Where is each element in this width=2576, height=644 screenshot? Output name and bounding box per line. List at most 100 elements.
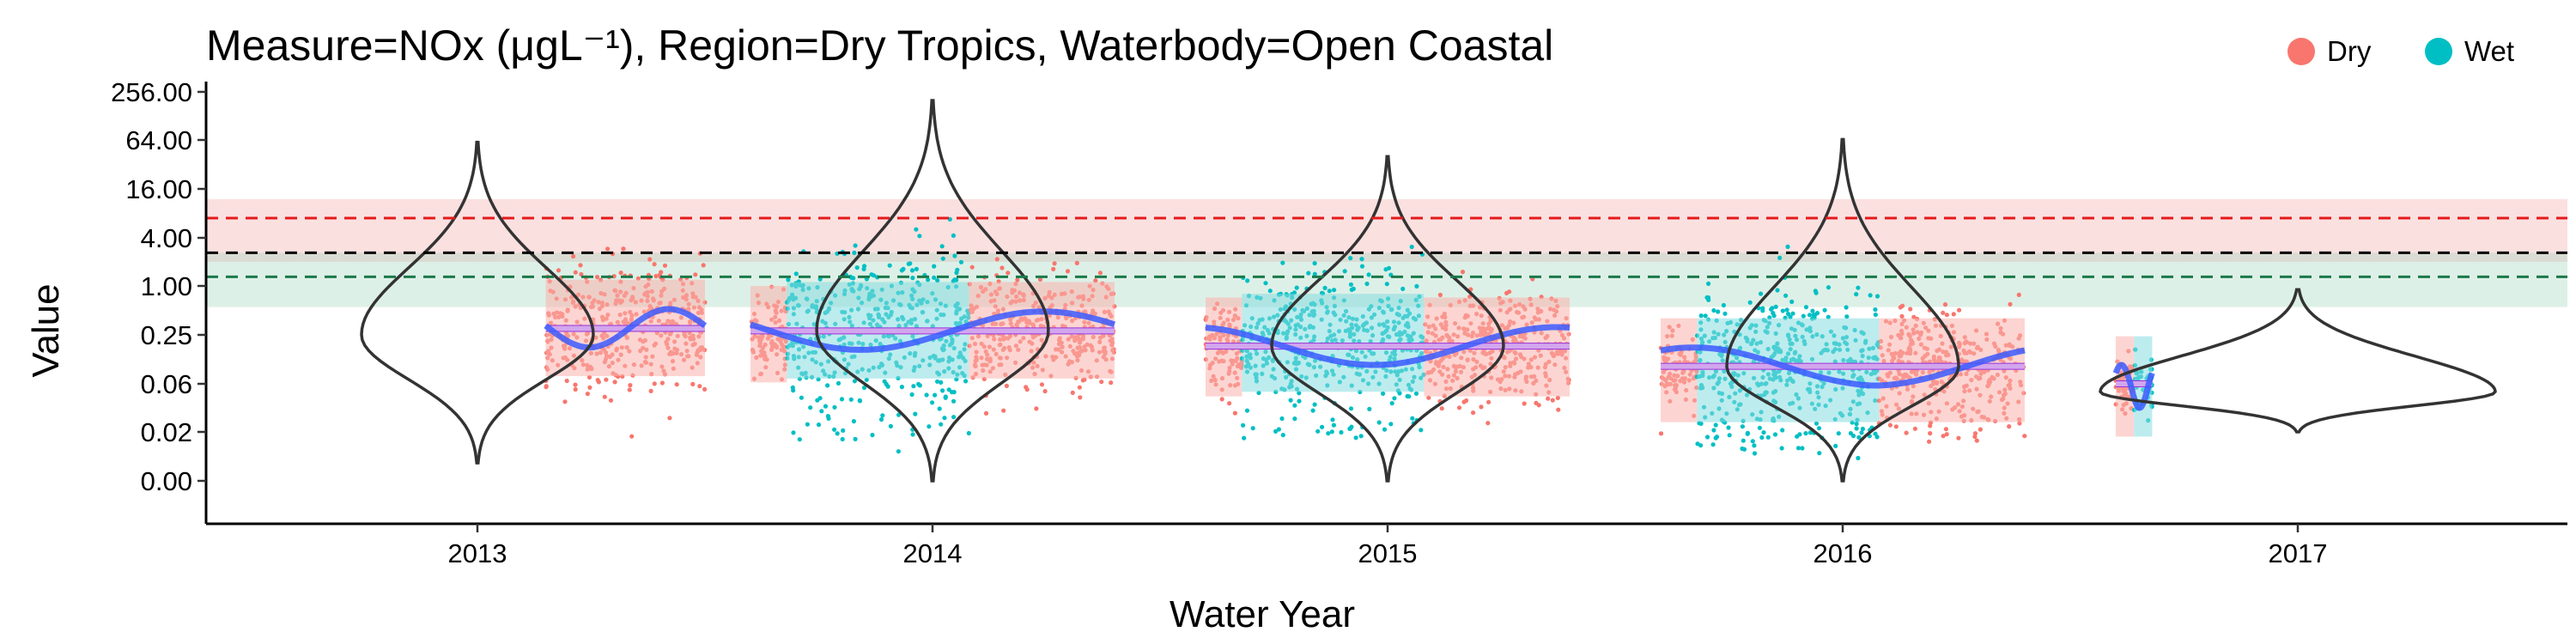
data-point [1263,281,1268,286]
data-point [1704,434,1710,440]
data-point [939,244,945,249]
data-point [1943,427,1948,432]
data-point [793,271,799,276]
data-point [1276,427,1281,432]
data-point [1722,311,1728,316]
data-point [629,434,635,439]
data-point [602,394,607,399]
data-point [1437,292,1443,298]
data-point [1366,272,1371,277]
data-point [1760,308,1765,313]
data-point [1364,281,1370,287]
data-point [963,379,969,384]
data-point [966,430,971,436]
chart-title: Measure=NOx (μgL⁻¹), Region=Dry Tropics,… [206,21,1553,70]
data-point [1312,261,1317,266]
data-point [1727,433,1732,438]
data-point [1348,406,1354,411]
data-point [1522,401,1527,406]
data-point [1772,432,1778,437]
data-point [1780,308,1785,313]
data-point [1814,421,1820,426]
data-point [1471,410,1476,416]
data-point [1711,307,1716,313]
data-point [1908,307,1913,312]
data-point [1409,244,1414,250]
data-point [587,385,592,390]
data-point [1456,405,1462,410]
data-point [1780,428,1785,433]
data-point [861,385,867,391]
violin-2013 [360,140,595,465]
data-point [1773,304,1778,309]
data-point [1844,314,1850,319]
data-point [1698,443,1704,448]
data-point [2007,424,2012,429]
data-point [864,377,869,382]
data-point [952,253,957,258]
data-point [1904,430,1909,435]
data-point [935,379,940,384]
data-point [1706,281,1711,286]
data-point [585,392,591,397]
data-point [878,416,884,422]
data-point [1330,417,1335,422]
data-point [1716,309,1721,314]
data-point [1817,451,1822,456]
data-point [1556,407,1561,412]
data-point [1359,257,1364,262]
data-point [1348,282,1353,287]
data-point [1784,307,1789,313]
data-point [1726,425,1731,430]
data-point [1972,434,1978,440]
data-point [851,419,857,424]
trend-line-2013 [544,306,708,351]
plot-area [206,99,2567,483]
y-tick-label: 0.02 [141,417,192,447]
data-point [1004,383,1009,388]
data-point [1534,400,1539,405]
data-point [1555,395,1560,400]
data-point [958,259,964,264]
data-point [1941,434,1946,439]
data-point [943,394,948,399]
data-point [1790,311,1795,316]
data-point [832,427,837,432]
data-point [932,264,937,269]
data-point [933,392,938,398]
y-tick-label: 4.00 [141,223,192,253]
data-point [1893,424,1899,429]
x-tick-label: 2015 [1358,538,1418,568]
data-point [1759,434,1765,440]
data-point [693,272,698,277]
data-point [1042,389,1048,394]
data-point [1698,313,1704,319]
data-point [1826,285,1832,290]
violin-2016 [1725,137,1960,483]
data-point [1241,422,1246,428]
data-point [652,262,657,267]
data-point [544,384,549,389]
data-point [562,399,568,404]
data-point [870,433,875,438]
data-point [1460,270,1466,275]
data-point [896,449,901,454]
data-point [1312,402,1317,407]
legend-swatch-dry [2287,38,2315,65]
data-point [1109,380,1114,386]
data-point [852,379,858,384]
data-point [951,415,957,420]
y-tick-label: 0.06 [141,369,192,399]
data-point [1912,426,1917,431]
data-point [909,268,915,273]
data-point [1426,395,1431,400]
data-point [914,266,919,271]
data-point [1957,307,1962,313]
data-point [825,414,831,419]
data-point [1414,283,1419,289]
data-point [578,263,583,268]
data-point [1759,291,1764,296]
data-point [647,257,653,262]
data-point [1052,261,1057,266]
data-point [612,380,617,385]
